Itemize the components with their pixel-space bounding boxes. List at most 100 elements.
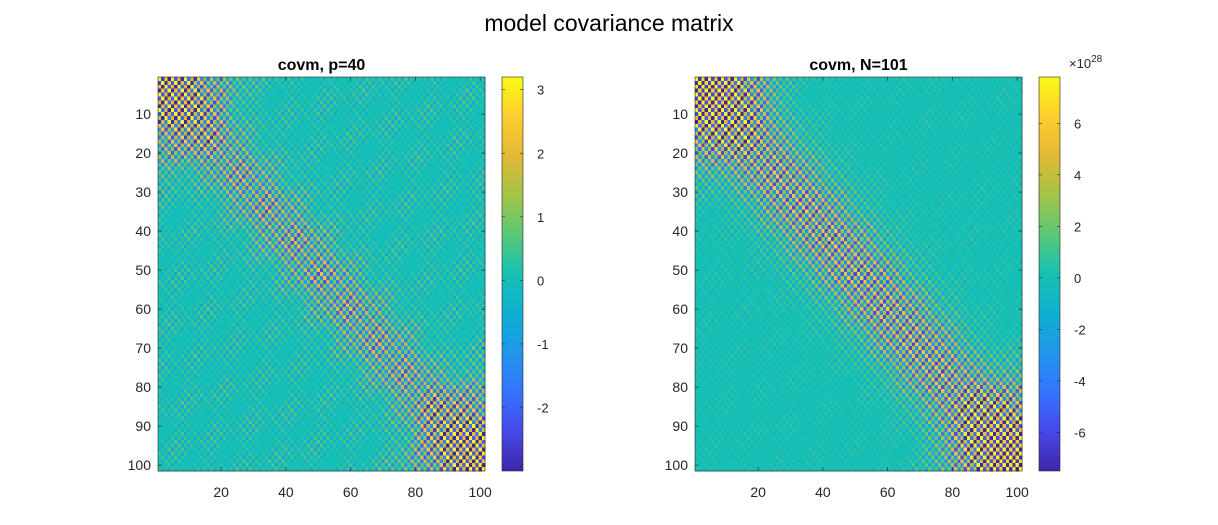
heatmap-cell [177, 93, 181, 97]
heatmap-cell [359, 143, 363, 147]
heatmap-cell [411, 108, 415, 112]
heatmap-cell [385, 120, 389, 124]
heatmap-cell [239, 245, 243, 249]
heatmap-cell [216, 198, 220, 202]
heatmap-cell [440, 186, 444, 190]
heatmap-cell [475, 190, 479, 194]
heatmap-cell [168, 221, 172, 225]
heatmap-cell [352, 151, 356, 155]
heatmap-cell [300, 108, 304, 112]
heatmap-cell [323, 249, 327, 253]
heatmap-cell [362, 194, 366, 198]
heatmap-cell [278, 210, 282, 214]
heatmap-cell [436, 167, 440, 171]
heatmap-cell [288, 108, 292, 112]
heatmap-cell [401, 100, 405, 104]
heatmap-cell [320, 104, 324, 108]
heatmap-cell [304, 159, 308, 163]
heatmap-cell [346, 147, 350, 151]
heatmap-cell [356, 253, 360, 257]
heatmap-cell [226, 210, 230, 214]
heatmap-cell [459, 186, 463, 190]
heatmap-cell [190, 210, 194, 214]
heatmap-cell [220, 225, 224, 229]
heatmap-cell [330, 210, 334, 214]
heatmap-cell [365, 241, 369, 245]
heatmap-cell [343, 237, 347, 241]
heatmap-cell [372, 202, 376, 206]
heatmap-cell [197, 233, 201, 237]
heatmap-cell [252, 104, 256, 108]
heatmap-cell [288, 89, 292, 93]
heatmap-cell [265, 253, 269, 257]
heatmap-cell [300, 190, 304, 194]
heatmap-cell [181, 116, 185, 120]
heatmap-cell [330, 221, 334, 225]
heatmap-cell [375, 182, 379, 186]
heatmap-cell [232, 77, 236, 81]
heatmap-cell [245, 143, 249, 147]
heatmap-cell [414, 175, 418, 179]
heatmap-cell [372, 163, 376, 167]
heatmap-cell [171, 202, 175, 206]
heatmap-cell [168, 217, 172, 221]
heatmap-cell [252, 163, 256, 167]
heatmap-cell [375, 97, 379, 101]
heatmap-cell [368, 241, 372, 245]
heatmap-cell [423, 132, 427, 136]
heatmap-cell [472, 108, 476, 112]
heatmap-cell [417, 163, 421, 167]
heatmap-cell [317, 116, 321, 120]
heatmap-cell [216, 241, 220, 245]
heatmap-cell [187, 100, 191, 104]
heatmap-cell [391, 186, 395, 190]
heatmap-cell [164, 186, 168, 190]
heatmap-cell [417, 143, 421, 147]
heatmap-cell [372, 89, 376, 93]
heatmap-cell [420, 147, 424, 151]
heatmap-cell [288, 217, 292, 221]
heatmap-cell [242, 163, 246, 167]
heatmap-cell [436, 93, 440, 97]
heatmap-cell [300, 163, 304, 167]
heatmap-cell [313, 229, 317, 233]
heatmap-cell [181, 221, 185, 225]
heatmap-cell [459, 155, 463, 159]
heatmap-cell [190, 190, 194, 194]
heatmap-cell [278, 178, 282, 182]
heatmap-cell [388, 202, 392, 206]
heatmap-cell [394, 167, 398, 171]
heatmap-cell [420, 155, 424, 159]
heatmap-cell [414, 229, 418, 233]
heatmap-cell [158, 116, 162, 120]
heatmap-cell [326, 167, 330, 171]
heatmap-cell [300, 85, 304, 89]
heatmap-cell [291, 206, 295, 210]
heatmap-cell [411, 214, 415, 218]
heatmap-cell [278, 241, 282, 245]
heatmap-cell [362, 120, 366, 124]
heatmap-cell [411, 221, 415, 225]
heatmap-cell [184, 214, 188, 218]
heatmap-cell [381, 206, 385, 210]
heatmap-cell [359, 233, 363, 237]
heatmap-cell [333, 163, 337, 167]
heatmap-cell [423, 89, 427, 93]
heatmap-cell [310, 93, 314, 97]
heatmap-cell [394, 202, 398, 206]
heatmap-cell [433, 108, 437, 112]
heatmap-cell [333, 229, 337, 233]
heatmap-cell [417, 128, 421, 132]
heatmap-cell [381, 241, 385, 245]
heatmap-cell [171, 124, 175, 128]
heatmap-cell [430, 214, 434, 218]
heatmap-cell [281, 175, 285, 179]
heatmap-cell [307, 167, 311, 171]
heatmap-cell [453, 210, 457, 214]
heatmap-cell [388, 108, 392, 112]
heatmap-cell [420, 202, 424, 206]
heatmap-cell [356, 85, 360, 89]
heatmap-cell [310, 182, 314, 186]
heatmap-cell [443, 136, 447, 140]
heatmap-cell [411, 233, 415, 237]
